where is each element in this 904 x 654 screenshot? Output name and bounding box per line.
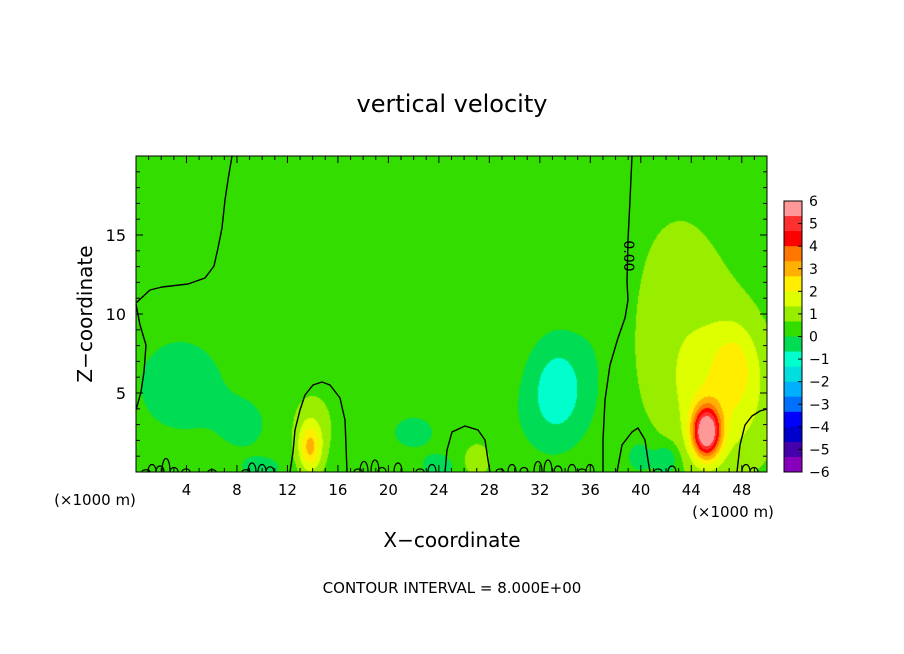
zero-contour-1	[135, 303, 147, 411]
contour-island	[495, 468, 505, 473]
zero-contour-4	[444, 425, 491, 473]
contour-island	[359, 460, 369, 473]
zero-contour-6	[616, 427, 651, 473]
colorbar-tick-label: −5	[809, 442, 830, 458]
x-tick-label: 44	[682, 481, 701, 499]
colorbar-swatch	[784, 261, 802, 277]
colorbar-tick-label: 4	[809, 239, 818, 255]
x-tick-label: 16	[328, 481, 347, 499]
colorbar-swatch	[784, 366, 802, 383]
colorbar-tick-label: 1	[809, 307, 818, 323]
colorbar-swatch	[784, 456, 802, 473]
colorbar-tick-label: 0	[809, 330, 818, 346]
x-tick-label: 48	[732, 481, 751, 499]
x-tick-label: 24	[429, 481, 448, 499]
zero-contour-2	[135, 155, 233, 304]
x-axis-label: X−coordinate	[383, 528, 520, 552]
colorbar-swatch	[784, 426, 802, 443]
colorbar-swatch	[784, 246, 802, 262]
contour-island	[543, 459, 553, 473]
colorbar-swatch	[784, 411, 802, 428]
y-axis-label: Z−coordinate	[73, 245, 97, 382]
x-tick-label: 4	[182, 481, 192, 499]
colorbar-tick-label: −4	[809, 420, 830, 436]
x-tick-label: 36	[581, 481, 600, 499]
x-unit-right: (×1000 m)	[692, 503, 774, 521]
contour-island	[567, 463, 577, 473]
x-tick-label: 28	[480, 481, 499, 499]
contour-island	[653, 468, 663, 473]
colorbar-swatch	[784, 396, 802, 413]
colorbar-swatch	[784, 201, 802, 217]
y-tick-label: 5	[116, 384, 126, 403]
x-tick-label: 32	[530, 481, 549, 499]
y-tick-label: 10	[106, 305, 126, 324]
contour-interval-note: CONTOUR INTERVAL = 8.000E+00	[323, 579, 582, 597]
colorbar-swatch	[784, 381, 802, 398]
velocity-raster	[136, 156, 767, 472]
contour-island	[667, 465, 677, 473]
velocity-field	[136, 156, 767, 472]
zero-contour-3	[289, 381, 348, 473]
contour-island	[393, 462, 403, 473]
colorbar-swatch	[784, 306, 802, 322]
colorbar-tick-label: −6	[809, 465, 830, 481]
colorbar-tick-label: 5	[809, 217, 818, 233]
colorbar-swatch	[784, 321, 802, 337]
contour-island	[427, 463, 437, 473]
colorbar-tick-label: −3	[809, 397, 830, 413]
colorbar-swatch	[784, 291, 802, 307]
contour-island	[377, 466, 387, 473]
zero-contour-7	[736, 408, 768, 473]
contour-island	[265, 466, 275, 473]
y-tick-label: 15	[106, 226, 126, 245]
contour-island	[749, 466, 759, 473]
x-tick-label: 20	[379, 481, 398, 499]
colorbar-swatch	[784, 441, 802, 458]
x-unit-left: (×1000 m)	[54, 491, 136, 509]
contour-island	[141, 469, 151, 473]
x-tick-label: 12	[278, 481, 297, 499]
chart-title: vertical velocity	[357, 90, 548, 118]
contour-island	[353, 468, 363, 473]
colorbar-swatch	[784, 216, 802, 232]
contour-island	[247, 462, 257, 473]
colorbar: 6 5 4 3 2 1 0 −1 −2 −3 −4 −5 −6	[783, 194, 830, 481]
colorbar-tick-label: −1	[809, 352, 830, 368]
colorbar-tick-label: 3	[809, 262, 818, 278]
contour-island	[519, 466, 529, 473]
contour-island	[155, 465, 165, 473]
contour-island	[553, 465, 563, 473]
colorbar-tick-label: −2	[809, 375, 830, 391]
contour-island	[585, 463, 595, 473]
x-tick-label: 40	[631, 481, 650, 499]
colorbar-tick-label: 6	[809, 194, 818, 210]
colorbar-swatch	[784, 336, 802, 352]
contour-island	[507, 463, 517, 473]
contour-island	[169, 466, 179, 473]
contour-label: 0.00	[620, 240, 636, 271]
colorbar-swatch	[784, 351, 802, 368]
contour-island	[533, 460, 543, 473]
colorbar-swatch	[784, 231, 802, 247]
colorbar-tick-label: 2	[809, 284, 818, 300]
colorbar-swatch	[784, 276, 802, 292]
contour-island	[161, 457, 171, 473]
zero-contour-5	[602, 155, 633, 472]
contour-island	[415, 468, 425, 473]
x-tick-label: 8	[232, 481, 242, 499]
